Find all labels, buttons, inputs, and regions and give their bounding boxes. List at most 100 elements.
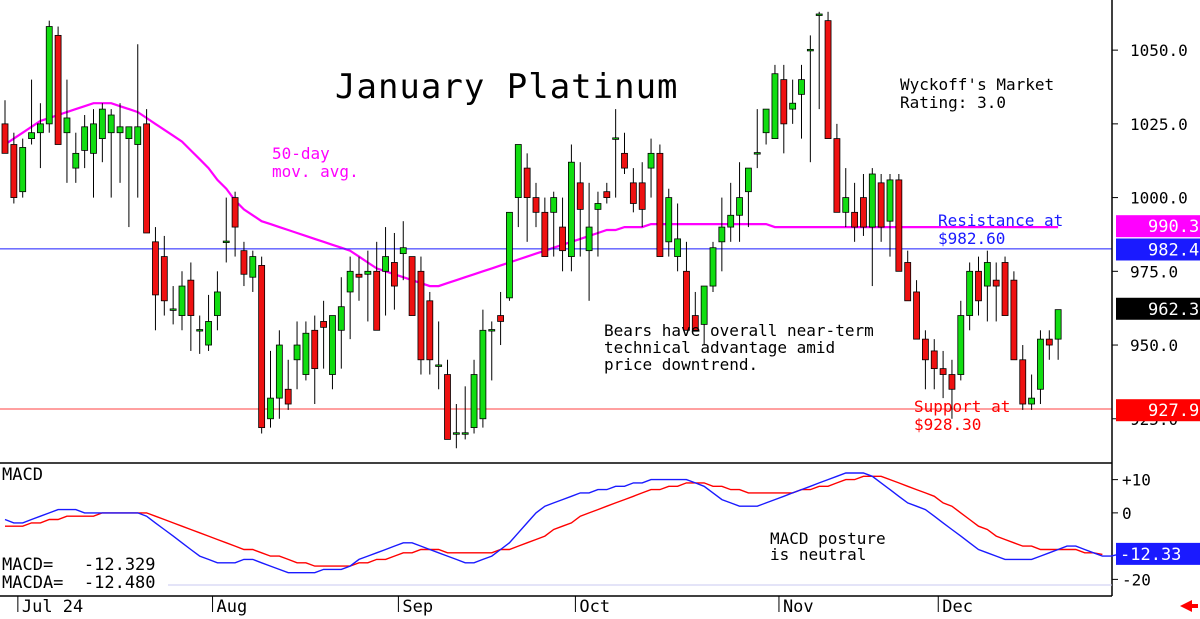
candle bbox=[585, 182, 593, 301]
candle bbox=[152, 227, 159, 331]
candle bbox=[399, 221, 407, 281]
x-tick-label: Aug bbox=[217, 597, 248, 617]
candle bbox=[815, 11, 823, 110]
macd-note: MACD posture is neutral bbox=[770, 529, 886, 564]
candle bbox=[452, 404, 460, 449]
candle bbox=[125, 126, 133, 228]
candle bbox=[337, 277, 345, 369]
x-tick-label: Sep bbox=[402, 597, 433, 617]
candle bbox=[293, 321, 301, 390]
candle bbox=[160, 235, 168, 316]
svg-text:-12.33: -12.33 bbox=[1120, 545, 1181, 565]
candle bbox=[107, 109, 115, 198]
price-tick-label: 1050.0 bbox=[1130, 41, 1188, 60]
candle bbox=[1054, 309, 1062, 360]
candle bbox=[753, 109, 761, 169]
candle bbox=[488, 321, 496, 381]
candle bbox=[10, 132, 18, 204]
candle bbox=[709, 241, 717, 292]
candle bbox=[143, 109, 151, 234]
candle bbox=[877, 173, 885, 242]
candle bbox=[63, 79, 71, 183]
ma50-label: 50-day mov. avg. bbox=[272, 144, 359, 181]
candle bbox=[780, 64, 788, 154]
svg-text:927.9: 927.9 bbox=[1148, 401, 1199, 421]
candle bbox=[249, 250, 257, 292]
candle bbox=[470, 359, 478, 434]
candle bbox=[798, 64, 805, 139]
candle bbox=[90, 109, 97, 198]
candle bbox=[134, 44, 142, 198]
candle bbox=[346, 256, 354, 340]
macda-line bbox=[5, 475, 1103, 567]
candle bbox=[1001, 256, 1009, 316]
candle bbox=[37, 103, 44, 169]
candle bbox=[373, 241, 381, 331]
candle bbox=[895, 173, 903, 272]
candle bbox=[860, 173, 867, 236]
candle bbox=[231, 191, 239, 257]
support-resistance-lines bbox=[0, 248, 1112, 410]
macda-readout: MACDA= -12.480 bbox=[2, 573, 156, 593]
price-tag: 990.3 bbox=[1116, 215, 1200, 238]
candle bbox=[603, 182, 611, 204]
candle bbox=[833, 123, 841, 213]
candle bbox=[541, 197, 549, 257]
candle bbox=[28, 79, 35, 145]
candle bbox=[1019, 345, 1027, 410]
candle bbox=[329, 315, 336, 390]
candle bbox=[408, 256, 416, 316]
candle bbox=[594, 191, 602, 257]
candle bbox=[417, 256, 425, 375]
support-label: Support at $928.30 bbox=[914, 397, 1010, 434]
candle bbox=[267, 350, 274, 428]
macd-lines bbox=[4, 472, 1121, 574]
candle bbox=[762, 108, 770, 145]
candle bbox=[1045, 330, 1053, 360]
candle bbox=[868, 168, 876, 287]
chart-title: January Platinum bbox=[335, 67, 679, 107]
macd-tick-label: -20 bbox=[1122, 570, 1151, 589]
candle bbox=[966, 262, 974, 331]
candle bbox=[444, 359, 451, 440]
candle bbox=[187, 262, 195, 351]
candle bbox=[621, 132, 628, 174]
candle bbox=[532, 182, 540, 228]
candle bbox=[700, 285, 708, 346]
candle bbox=[98, 103, 106, 163]
candle bbox=[506, 211, 513, 301]
svg-text:990.3: 990.3 bbox=[1148, 217, 1199, 237]
candle bbox=[771, 64, 779, 140]
candle bbox=[674, 203, 681, 272]
macd-panel: +10 0 -20 MACD MACD= -12.329 MACDA= -12.48… bbox=[0, 463, 1200, 596]
macd-readout-bg bbox=[0, 554, 168, 592]
macd-panel-title: MACD bbox=[2, 465, 43, 485]
candle bbox=[479, 309, 487, 428]
candle bbox=[205, 294, 212, 351]
x-tick-label: Oct bbox=[579, 597, 610, 617]
candle bbox=[983, 250, 991, 322]
candle bbox=[718, 197, 726, 272]
candle bbox=[904, 250, 912, 302]
candle bbox=[550, 191, 558, 257]
wyckoff-rating-text: Wyckoff's Market Rating: 3.0 bbox=[900, 75, 1054, 112]
candle bbox=[178, 271, 186, 331]
candle bbox=[390, 232, 398, 310]
candle bbox=[691, 291, 699, 331]
candle bbox=[116, 103, 124, 183]
candle bbox=[311, 315, 319, 405]
price-tick-label: 1025.0 bbox=[1130, 115, 1188, 134]
candle bbox=[284, 359, 292, 410]
candle bbox=[222, 197, 230, 263]
candle bbox=[213, 271, 221, 331]
candle bbox=[169, 286, 177, 325]
candle bbox=[824, 11, 832, 140]
comment-text: Bears have overall near-term technical ad… bbox=[604, 321, 874, 374]
candle bbox=[382, 227, 389, 316]
candle bbox=[851, 182, 858, 242]
price-tick-label: 975.0 bbox=[1130, 262, 1178, 281]
resistance-label: Resistance at $982.60 bbox=[938, 211, 1063, 248]
candle bbox=[992, 262, 1000, 322]
scroll-arrow-icon[interactable] bbox=[1180, 600, 1198, 612]
